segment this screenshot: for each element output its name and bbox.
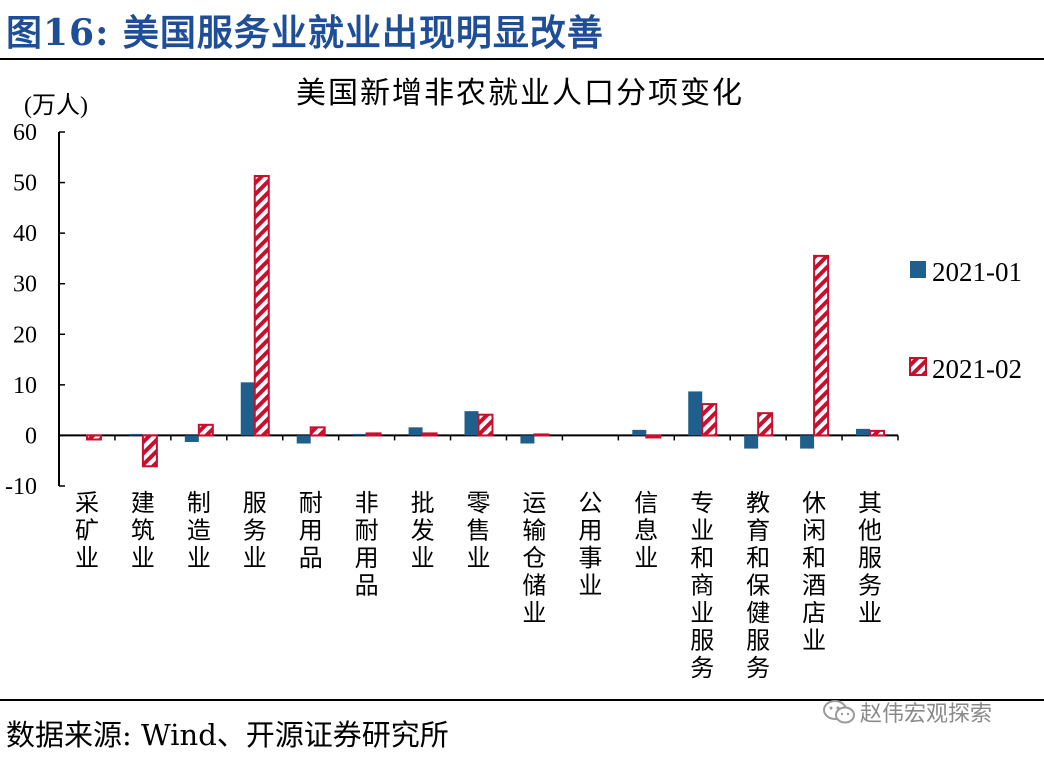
top-rule	[0, 58, 1044, 60]
bar-2021-02	[477, 413, 494, 437]
bar-2021-01	[296, 435, 311, 444]
x-tick-label: 批发业	[411, 490, 435, 572]
wechat-icon	[823, 700, 855, 724]
y-tick-label: 60	[13, 120, 37, 146]
bar-2021-02	[365, 432, 382, 437]
x-tick-label: 耐用品	[299, 490, 323, 572]
x-tick-label: 信息业	[634, 490, 658, 572]
bar-2021-02	[533, 433, 550, 437]
bar-2021-02	[813, 254, 830, 437]
y-tick-label: 30	[13, 272, 37, 298]
x-tick-label: 采矿业	[75, 490, 99, 572]
bar-chart: 美国新增非农就业人口分项变化 (万人) 60 50 40 30 20 10 0 -10 采矿业 建…	[5, 77, 1022, 682]
bar-2021-02	[309, 426, 326, 437]
x-tick-label: 专业和商业服务	[690, 490, 714, 682]
bar-2021-02	[645, 434, 662, 439]
y-tick-label: 10	[13, 373, 37, 399]
bottom-rule	[0, 699, 1044, 701]
x-tick-label: 教育和保健服务	[746, 490, 770, 682]
source-note: 数据来源: Wind、开源证券研究所	[6, 718, 449, 752]
bar-2021-01	[408, 427, 423, 436]
bar-2021-01	[520, 435, 535, 444]
bar-2021-02	[701, 403, 718, 437]
bar-2021-02	[757, 412, 774, 437]
x-tick-label: 零售业	[467, 491, 491, 572]
bar-2021-02	[421, 432, 438, 437]
bar-2021-01	[744, 435, 759, 449]
y-tick-label: 50	[13, 171, 37, 197]
x-tick-label: 其他服务业	[858, 490, 882, 627]
bar-2021-02	[197, 423, 214, 437]
x-tick-label: 制造业	[187, 490, 211, 572]
legend-swatch-2021-01	[910, 261, 926, 278]
legend-label: 2021-01	[932, 257, 1022, 287]
y-tick-label: -10	[5, 474, 37, 500]
bar-2021-02	[869, 429, 886, 437]
bar-2021-02	[141, 434, 158, 468]
y-tick-label: 40	[13, 221, 37, 247]
x-tick-label: 公用事业	[578, 491, 602, 600]
x-tick-label: 服务业	[243, 491, 267, 572]
legend-swatch-2021-02	[909, 357, 927, 376]
x-tick-label: 运输仓储业	[522, 491, 546, 627]
chart-title: 美国新增非农就业人口分项变化	[296, 77, 744, 110]
bar-2021-01	[632, 429, 647, 436]
y-axis-unit-label: (万人)	[24, 93, 88, 119]
bar-2021-01	[184, 435, 199, 443]
watermark: 赵伟宏观探索	[822, 696, 992, 728]
bar-2021-01	[352, 433, 367, 436]
y-tick-label: 0	[25, 423, 37, 449]
bar-2021-01	[464, 411, 479, 436]
x-tick-label: 非耐用品	[355, 490, 379, 600]
bar-2021-02	[85, 434, 102, 441]
y-tick-label: 20	[13, 322, 37, 348]
chart-area: 美国新增非农就业人口分项变化 (万人) 60 50 40 30 20 10 0 -10 采矿业 建…	[0, 62, 1044, 698]
bar-2021-01	[800, 435, 815, 449]
bar-2021-01	[128, 433, 143, 436]
bar-2021-01	[240, 382, 255, 436]
x-tick-label: 建筑业	[131, 490, 155, 572]
watermark-text: 赵伟宏观探索	[860, 702, 993, 727]
x-tick-label: 休闲和酒店业	[802, 490, 826, 655]
legend-label: 2021-02	[932, 354, 1022, 384]
bar-2021-01	[688, 391, 703, 436]
bar-2021-02	[253, 174, 270, 437]
figure-title: 图16: 美国服务业就业出现明显改善	[6, 12, 604, 54]
bar-2021-01	[856, 428, 871, 436]
